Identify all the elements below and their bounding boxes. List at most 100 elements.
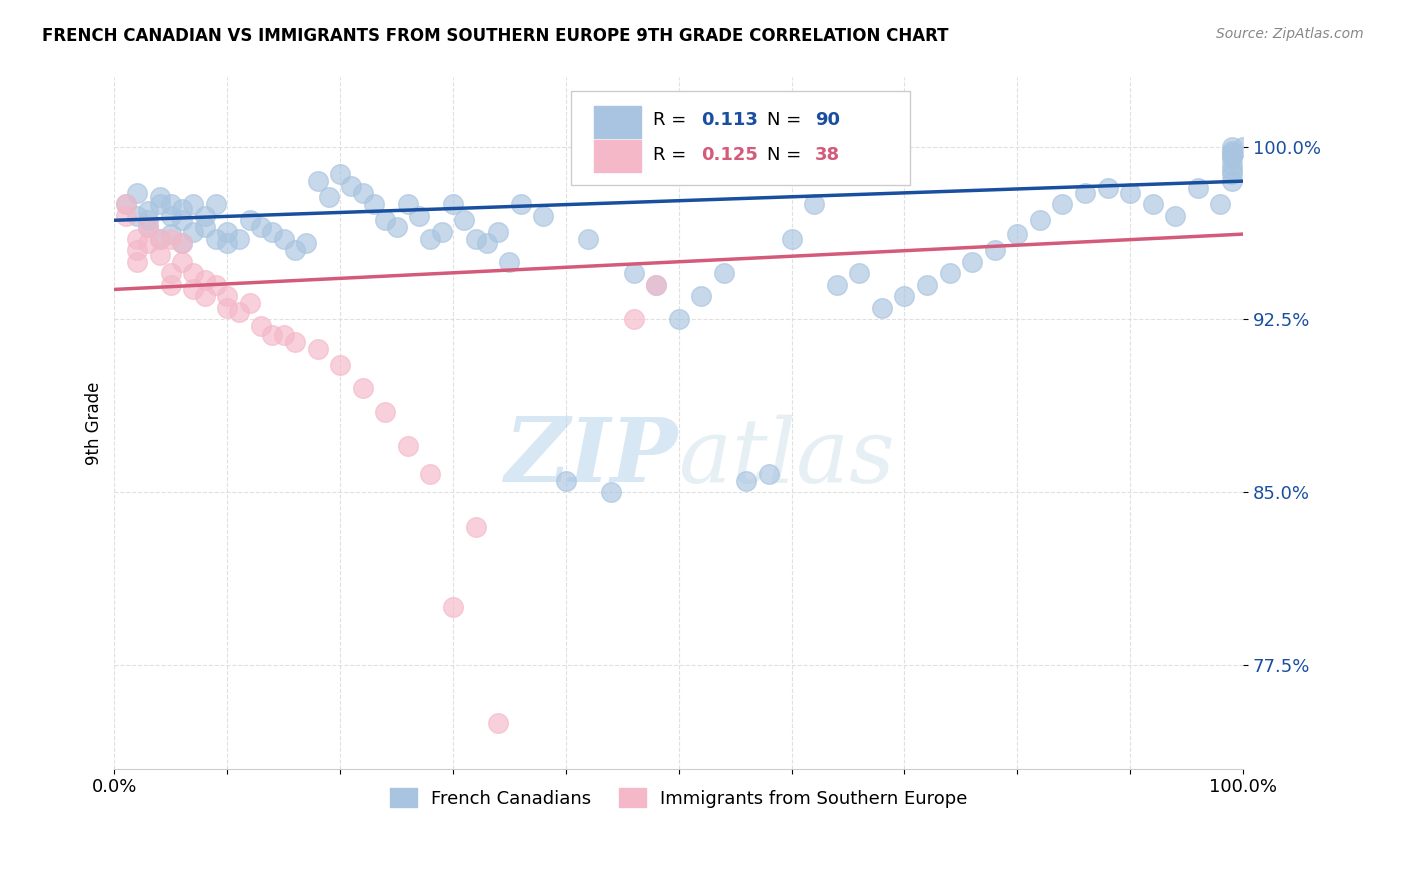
Point <box>148 190 170 204</box>
Text: N =: N = <box>766 146 807 164</box>
Point <box>194 220 217 235</box>
Point <box>1220 146 1243 161</box>
Text: R =: R = <box>652 112 692 129</box>
Point <box>329 167 352 181</box>
Point <box>160 197 183 211</box>
Point <box>1220 167 1243 181</box>
Point <box>1142 197 1164 211</box>
Text: ZIP: ZIP <box>505 415 679 500</box>
Point <box>938 266 960 280</box>
Point <box>1074 186 1097 200</box>
Point <box>125 244 148 258</box>
Point <box>136 213 159 227</box>
FancyBboxPatch shape <box>595 140 641 172</box>
Point <box>441 600 464 615</box>
Point <box>172 202 194 216</box>
Point <box>419 232 441 246</box>
Point <box>464 519 486 533</box>
Point <box>1209 197 1232 211</box>
Point <box>217 301 239 315</box>
Text: N =: N = <box>766 112 807 129</box>
Point <box>295 236 318 251</box>
Point <box>125 186 148 200</box>
Point <box>205 197 228 211</box>
Point <box>893 289 915 303</box>
Point <box>1052 197 1074 211</box>
Point <box>430 225 453 239</box>
Point <box>217 225 239 239</box>
Point <box>194 209 217 223</box>
Point <box>498 254 520 268</box>
Point <box>262 328 284 343</box>
Point <box>509 197 531 211</box>
Point <box>194 273 217 287</box>
Point <box>396 439 419 453</box>
Point <box>441 197 464 211</box>
Point <box>172 236 194 251</box>
Point <box>228 232 250 246</box>
Text: 0.125: 0.125 <box>702 146 758 164</box>
Point <box>1164 209 1187 223</box>
Point <box>803 197 825 211</box>
Point <box>645 277 668 292</box>
Point <box>1220 158 1243 172</box>
FancyBboxPatch shape <box>595 106 641 137</box>
Legend: French Canadians, Immigrants from Southern Europe: French Canadians, Immigrants from Southe… <box>382 781 974 815</box>
Point <box>668 312 690 326</box>
Point <box>136 236 159 251</box>
Point <box>239 213 262 227</box>
Point <box>160 266 183 280</box>
Point <box>273 328 295 343</box>
Point <box>1097 181 1119 195</box>
Point <box>374 404 396 418</box>
Point <box>825 277 848 292</box>
Point <box>1220 162 1243 177</box>
Point <box>136 220 159 235</box>
Point <box>419 467 441 481</box>
Point <box>1220 151 1243 165</box>
Point <box>136 220 159 235</box>
Point <box>453 213 475 227</box>
Point <box>340 178 363 193</box>
Point <box>307 343 329 357</box>
Point <box>352 382 374 396</box>
Text: FRENCH CANADIAN VS IMMIGRANTS FROM SOUTHERN EUROPE 9TH GRADE CORRELATION CHART: FRENCH CANADIAN VS IMMIGRANTS FROM SOUTH… <box>42 27 949 45</box>
Point <box>172 236 194 251</box>
Point <box>576 232 599 246</box>
Text: atlas: atlas <box>679 414 894 501</box>
Point <box>486 715 509 730</box>
Point <box>114 197 136 211</box>
Point <box>623 266 645 280</box>
Point <box>554 474 576 488</box>
Point <box>114 197 136 211</box>
Point <box>205 277 228 292</box>
Point <box>1119 186 1142 200</box>
Point <box>125 209 148 223</box>
Point <box>183 282 205 296</box>
Point <box>160 227 183 241</box>
Point <box>1220 144 1243 158</box>
Point <box>183 266 205 280</box>
Point <box>183 225 205 239</box>
Point <box>408 209 430 223</box>
Point <box>374 213 396 227</box>
Point <box>600 485 623 500</box>
Point <box>307 174 329 188</box>
Point <box>690 289 713 303</box>
Text: 90: 90 <box>815 112 841 129</box>
Point <box>217 289 239 303</box>
Point <box>183 197 205 211</box>
Point <box>983 244 1005 258</box>
Y-axis label: 9th Grade: 9th Grade <box>86 382 103 465</box>
Point <box>160 232 183 246</box>
Point <box>318 190 340 204</box>
Text: R =: R = <box>652 146 692 164</box>
Point <box>1029 213 1052 227</box>
Point <box>645 277 668 292</box>
Point <box>486 225 509 239</box>
Point <box>396 197 419 211</box>
Point <box>114 209 136 223</box>
Point <box>194 289 217 303</box>
Point <box>284 244 307 258</box>
Point <box>250 319 273 334</box>
